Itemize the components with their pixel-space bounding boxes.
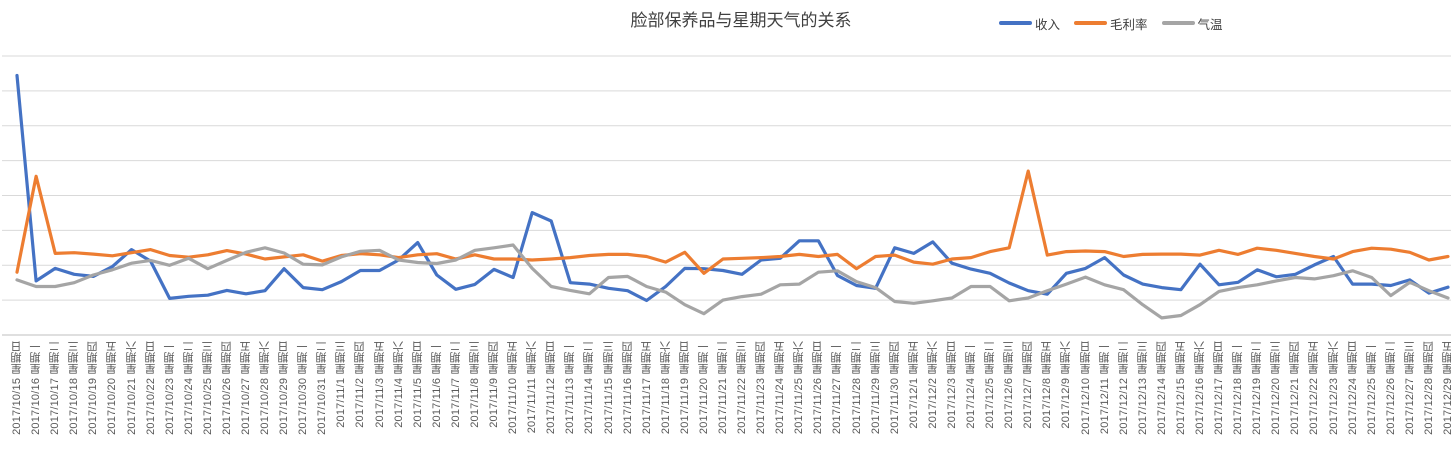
legend-line-swatch-gross-margin bbox=[1074, 21, 1108, 25]
x-axis-label: 2017/12/25 星期一 bbox=[1365, 341, 1378, 435]
x-axis-label: 2017/11/11 星期六 bbox=[526, 341, 539, 434]
x-axis-label: 2017/11/3 星期五 bbox=[373, 341, 386, 428]
x-axis-label: 2017/12/10 星期日 bbox=[1079, 341, 1092, 435]
x-axis-label: 2017/12/17 星期日 bbox=[1213, 341, 1225, 435]
x-axis-label: 2017/10/24 星期二 bbox=[182, 341, 195, 435]
x-axis-label: 2017/12/4 星期一 bbox=[965, 341, 977, 429]
x-axis-label: 2017/10/19 星期四 bbox=[87, 341, 100, 435]
x-axis-label: 2017/11/4 星期六 bbox=[392, 341, 405, 428]
legend-item-temperature[interactable]: 气温 bbox=[1161, 14, 1223, 33]
x-axis-label: 2017/11/15 星期三 bbox=[602, 341, 615, 435]
x-axis-label: 2017/11/26 星期日 bbox=[812, 341, 825, 435]
x-axis-label: 2017/11/27 星期一 bbox=[831, 341, 844, 435]
x-axis-label: 2017/12/5 星期二 bbox=[984, 341, 997, 429]
x-axis-label: 2017/12/28 星期四 bbox=[1422, 341, 1435, 435]
x-axis-label: 2017/10/28 星期六 bbox=[259, 341, 271, 435]
x-axis-label: 2017/11/9 星期四 bbox=[488, 341, 500, 428]
x-axis-label: 2017/11/12 星期日 bbox=[545, 341, 558, 435]
x-axis-label: 2017/12/18 星期一 bbox=[1232, 341, 1245, 435]
x-axis-label: 2017/11/28 星期二 bbox=[850, 341, 863, 435]
x-axis-label: 2017/12/24 星期日 bbox=[1346, 341, 1359, 435]
x-axis-label: 2017/11/14 星期二 bbox=[583, 341, 596, 435]
legend-label: 毛利率 bbox=[1110, 17, 1148, 32]
x-axis-label: 2017/12/16 星期六 bbox=[1194, 341, 1206, 435]
x-axis-label: 2017/12/13 星期三 bbox=[1136, 341, 1149, 435]
x-axis-label: 2017/11/23 星期四 bbox=[755, 341, 768, 435]
x-axis-label: 2017/12/8 星期五 bbox=[1041, 341, 1054, 429]
chart-title: 脸部保养品与星期天气的关系 bbox=[630, 11, 852, 30]
x-axis-label: 2017/10/30 星期一 bbox=[297, 341, 310, 435]
x-axis-label: 2017/11/8 星期三 bbox=[468, 341, 481, 428]
x-axis-label: 2017/12/15 星期五 bbox=[1174, 341, 1187, 435]
x-axis-label: 2017/12/12 星期二 bbox=[1117, 341, 1130, 435]
x-axis-label: 2017/10/17 星期二 bbox=[49, 341, 62, 435]
x-axis-label: 2017/10/26 星期四 bbox=[220, 341, 233, 435]
x-axis-label: 2017/12/19 星期二 bbox=[1251, 341, 1264, 435]
x-axis-label: 2017/11/21 星期二 bbox=[717, 341, 729, 435]
x-axis-label: 2017/10/27 星期五 bbox=[240, 341, 252, 435]
x-axis-label: 2017/11/5 星期日 bbox=[411, 341, 424, 428]
x-axis-label: 2017/10/18 星期三 bbox=[68, 341, 81, 435]
x-axis-label: 2017/10/29 星期日 bbox=[278, 341, 291, 435]
x-axis-label: 2017/12/20 星期三 bbox=[1270, 341, 1283, 435]
x-axis-label: 2017/11/22 星期三 bbox=[736, 341, 748, 435]
x-axis-label: 2017/10/22 星期日 bbox=[144, 341, 157, 435]
x-axis-label: 2017/11/7 星期二 bbox=[449, 341, 462, 428]
x-axis-label: 2017/10/20 星期五 bbox=[106, 341, 119, 435]
x-axis-label: 2017/10/31 星期二 bbox=[316, 341, 329, 435]
x-axis-label: 2017/12/1 星期五 bbox=[907, 341, 920, 429]
x-axis-label: 2017/11/30 星期四 bbox=[888, 341, 901, 435]
legend-label: 收入 bbox=[1035, 17, 1061, 32]
x-axis-label: 2017/12/9 星期六 bbox=[1060, 341, 1073, 429]
x-axis-label: 2017/11/20 星期一 bbox=[697, 341, 710, 435]
x-axis-label: 2017/12/7 星期四 bbox=[1022, 341, 1035, 429]
x-axis-label: 2017/12/22 星期五 bbox=[1308, 341, 1321, 435]
x-axis-label: 2017/11/6 星期一 bbox=[430, 341, 443, 428]
x-axis-label: 2017/12/29 星期五 bbox=[1442, 341, 1451, 435]
income-line bbox=[15, 73, 1450, 303]
legend-item-income[interactable]: 收入 bbox=[999, 14, 1060, 33]
x-axis-label: 2017/11/19 星期日 bbox=[678, 341, 691, 435]
x-axis-label: 2017/11/18 星期六 bbox=[659, 341, 672, 435]
legend-item-gross-margin[interactable]: 毛利率 bbox=[1074, 14, 1148, 33]
legend-line-swatch-temperature bbox=[1161, 21, 1195, 25]
x-axis-label: 2017/11/2 星期四 bbox=[354, 341, 367, 428]
x-axis-label: 2017/10/16 星期一 bbox=[30, 341, 43, 435]
x-axis-label: 2017/12/11 星期一 bbox=[1098, 341, 1111, 435]
x-axis-label: 2017/11/16 星期四 bbox=[621, 341, 634, 435]
x-axis-label: 2017/12/26 星期二 bbox=[1384, 341, 1397, 435]
legend-line-swatch-income bbox=[999, 21, 1032, 25]
x-axis-label: 2017/11/17 星期五 bbox=[640, 341, 653, 435]
x-axis-label: 2017/12/2 星期六 bbox=[926, 341, 939, 429]
x-axis-label: 2017/12/27 星期三 bbox=[1403, 341, 1416, 435]
x-axis-label: 2017/11/13 星期一 bbox=[564, 341, 577, 435]
temperature-line bbox=[15, 243, 1450, 320]
x-axis-label: 2017/10/23 星期一 bbox=[163, 341, 176, 435]
x-axis-label: 2017/11/1 星期三 bbox=[335, 341, 348, 428]
x-axis-label: 2017/12/6 星期三 bbox=[1003, 341, 1016, 429]
gross-margin-line bbox=[15, 169, 1450, 275]
x-axis-label: 2017/12/3 星期日 bbox=[945, 341, 958, 429]
x-axis-label: 2017/11/24 星期五 bbox=[774, 341, 787, 435]
x-axis-label: 2017/11/29 星期三 bbox=[869, 341, 882, 435]
x-axis-label: 2017/12/21 星期四 bbox=[1289, 341, 1302, 435]
x-axis-label: 2017/10/21 星期六 bbox=[125, 341, 138, 435]
legend: 收入 毛利率 气温 bbox=[999, 14, 1223, 33]
x-axis-label: 2017/11/10 星期五 bbox=[507, 341, 520, 435]
gridlines bbox=[2, 55, 1451, 301]
x-axis-label: 2017/10/15 星期日 bbox=[11, 341, 23, 435]
x-axis-label: 2017/12/23 星期六 bbox=[1327, 341, 1340, 435]
legend-label: 气温 bbox=[1197, 17, 1223, 32]
x-axis-label: 2017/11/25 星期六 bbox=[793, 341, 806, 435]
x-axis-label: 2017/10/25 星期三 bbox=[201, 341, 214, 435]
x-axis-label: 2017/12/14 星期四 bbox=[1155, 341, 1168, 435]
